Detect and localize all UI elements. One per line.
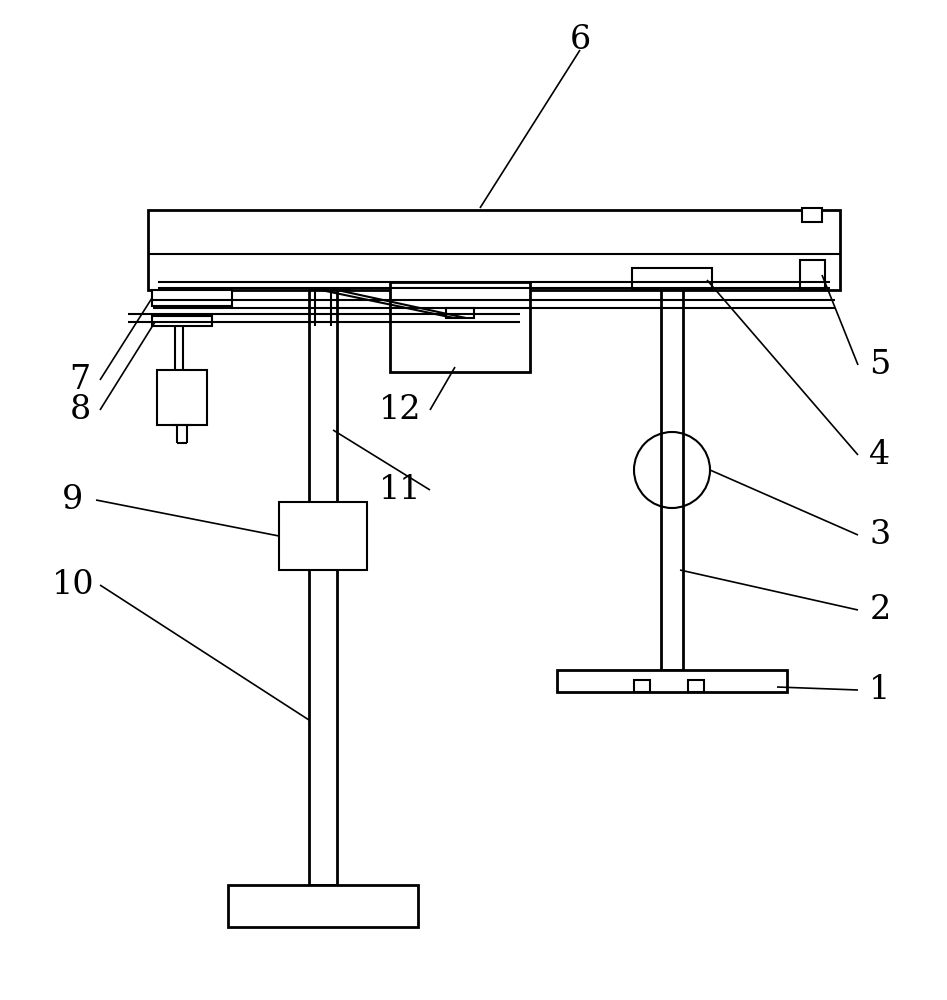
Bar	[152, 290, 232, 306]
Text: 10: 10	[52, 569, 95, 601]
Text: 8: 8	[69, 394, 91, 426]
Bar	[148, 210, 840, 290]
Bar	[661, 290, 683, 670]
Bar	[688, 680, 704, 692]
Bar	[632, 268, 712, 290]
Bar	[634, 680, 650, 692]
Text: 1: 1	[869, 674, 890, 706]
Text: 4: 4	[869, 439, 890, 471]
Bar	[802, 208, 822, 222]
Bar	[446, 308, 474, 318]
Bar	[557, 670, 787, 692]
Text: 2: 2	[869, 594, 890, 626]
Bar	[800, 260, 825, 290]
Bar	[152, 316, 212, 326]
Text: 9: 9	[63, 484, 83, 516]
Text: 11: 11	[379, 474, 421, 506]
Text: 6: 6	[569, 24, 591, 56]
Bar	[390, 282, 530, 372]
Text: 5: 5	[869, 349, 891, 381]
Bar	[279, 502, 367, 570]
Text: 12: 12	[379, 394, 421, 426]
Bar	[228, 885, 418, 927]
Text: 7: 7	[69, 364, 91, 396]
Bar	[157, 370, 207, 425]
Bar	[309, 290, 337, 885]
Text: 3: 3	[869, 519, 890, 551]
